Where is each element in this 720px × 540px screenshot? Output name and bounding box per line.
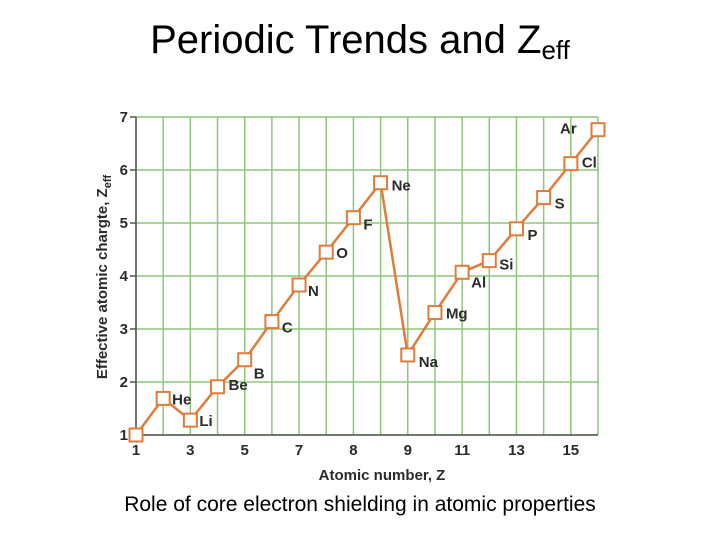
- data-point-marker: [237, 352, 253, 368]
- chart-markers: [128, 122, 606, 443]
- element-label: Cl: [582, 155, 597, 172]
- y-axis-label-text: Effective atomic chargte, Z: [94, 188, 111, 379]
- element-label: Ne: [392, 178, 411, 195]
- x-tick-label: 1: [132, 442, 140, 459]
- data-point-marker: [318, 244, 334, 260]
- x-tick-label: 15: [562, 442, 579, 459]
- data-point-marker: [155, 390, 171, 406]
- x-tick-label: 8: [349, 442, 357, 459]
- slide-title: Periodic Trends and Zeff: [0, 18, 720, 66]
- data-point-marker: [536, 190, 552, 206]
- element-label: Li: [199, 413, 212, 430]
- y-tick-label: 5: [120, 215, 128, 232]
- element-label: Na: [419, 354, 439, 371]
- data-point-marker: [210, 379, 226, 395]
- slide-title-subscript: eff: [541, 35, 570, 65]
- element-label: C: [282, 320, 293, 337]
- data-point-marker: [400, 347, 416, 363]
- x-tick-label: 11: [454, 442, 470, 459]
- chart-grid: [135, 116, 599, 436]
- element-label: He: [172, 391, 191, 408]
- data-point-marker: [427, 305, 443, 321]
- y-tick-label: 3: [120, 321, 128, 338]
- element-label: F: [363, 217, 372, 234]
- x-tick-label: 7: [295, 442, 303, 459]
- x-tick-label: 3: [186, 442, 194, 459]
- x-axis-label: Atomic number, Z: [319, 467, 446, 484]
- element-label: B: [254, 366, 265, 383]
- element-label: Al: [471, 274, 486, 291]
- x-tick-label: 13: [508, 442, 525, 459]
- data-point-marker: [508, 221, 524, 237]
- element-label: Ar: [560, 121, 577, 138]
- data-point-marker: [481, 253, 497, 269]
- data-point-marker: [590, 122, 606, 138]
- y-tick-label: 4: [120, 268, 129, 285]
- element-label: S: [555, 196, 565, 213]
- data-point-marker: [373, 175, 389, 191]
- y-tick-label: 1: [120, 427, 128, 444]
- data-point-marker: [182, 412, 198, 428]
- y-tick-label: 7: [120, 109, 128, 126]
- x-tick-label: 5: [241, 442, 249, 459]
- data-point-marker: [454, 264, 470, 280]
- element-label: Si: [499, 257, 513, 274]
- y-tick-label: 6: [120, 162, 128, 179]
- x-tick-label: 9: [404, 442, 412, 459]
- element-label: P: [527, 227, 537, 244]
- element-label: N: [308, 283, 319, 300]
- element-label: O: [336, 245, 348, 262]
- zeff-series-line: [134, 128, 599, 436]
- y-axis-label: Effective atomic chargte, Zeff: [94, 174, 114, 379]
- y-axis-label-subscript: eff: [102, 174, 114, 188]
- element-label: Be: [229, 377, 248, 394]
- data-point-marker: [264, 314, 280, 330]
- chart-series-line: [134, 128, 599, 436]
- slide-caption: Role of core electron shielding in atomi…: [124, 493, 596, 516]
- y-tick-label: 2: [120, 374, 128, 391]
- data-point-marker: [345, 210, 361, 226]
- data-point-marker: [128, 427, 144, 443]
- element-label: Mg: [446, 306, 468, 323]
- data-point-marker: [291, 277, 307, 293]
- data-point-marker: [563, 156, 579, 172]
- slide-title-text: Periodic Trends and Z: [150, 18, 542, 62]
